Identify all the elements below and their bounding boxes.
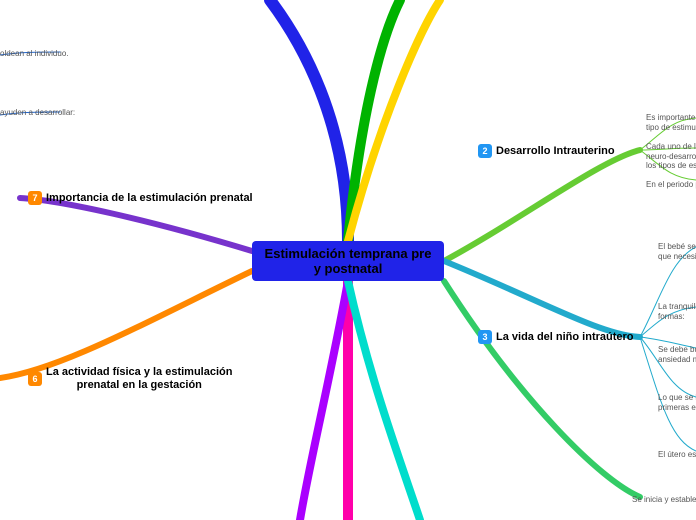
node-label: Desarrollo Intrauterino <box>496 145 615 157</box>
node-label: La vida del niño intraútero <box>496 331 634 343</box>
node-label: La actividad física y la estimulación pr… <box>46 366 232 392</box>
leaf-text: Es importante seg tipo de estimulació <box>646 113 696 132</box>
branch-node: 7 Importancia de la estimulación prenatal <box>28 191 253 205</box>
leaf-text: oldean al individuo. <box>0 49 69 59</box>
edge <box>444 281 640 497</box>
leaf-text: El útero es u <box>658 450 696 460</box>
leaf-text: ayuden a desarrollar: <box>0 108 75 118</box>
central-node: Estimulación temprana pre y postnatal <box>252 241 444 281</box>
leaf-text: Se debe busc ansiedad mat <box>658 345 696 364</box>
edge <box>300 281 348 520</box>
leaf-text: Lo que se bu primeras exp <box>658 393 696 412</box>
leaf-text: En el periodo pren <box>646 180 696 190</box>
edge <box>270 0 348 241</box>
edge <box>444 150 640 261</box>
edge <box>348 281 420 520</box>
edge <box>20 198 252 251</box>
node-number-badge: 7 <box>28 191 42 205</box>
node-number-badge: 3 <box>478 330 492 344</box>
leaf-text: Se inicia y establece e <box>632 495 696 505</box>
edge <box>0 271 252 378</box>
node-number-badge: 2 <box>478 144 492 158</box>
leaf-text: El bebé se d que necesita <box>658 242 696 261</box>
branch-node: 2 Desarrollo Intrauterino <box>478 144 615 158</box>
branch-node: 6 La actividad física y la estimulación p… <box>28 366 232 392</box>
leaf-text: La tranquili formas: <box>658 302 696 321</box>
branch-node: 3 La vida del niño intraútero <box>478 330 634 344</box>
central-label: Estimulación temprana pre y postnatal <box>260 246 436 276</box>
node-label: Importancia de la estimulación prenatal <box>46 192 253 204</box>
leaf-text: Cada uno de los se neuro-desarrollo y lo… <box>646 142 696 171</box>
node-number-badge: 6 <box>28 372 42 386</box>
